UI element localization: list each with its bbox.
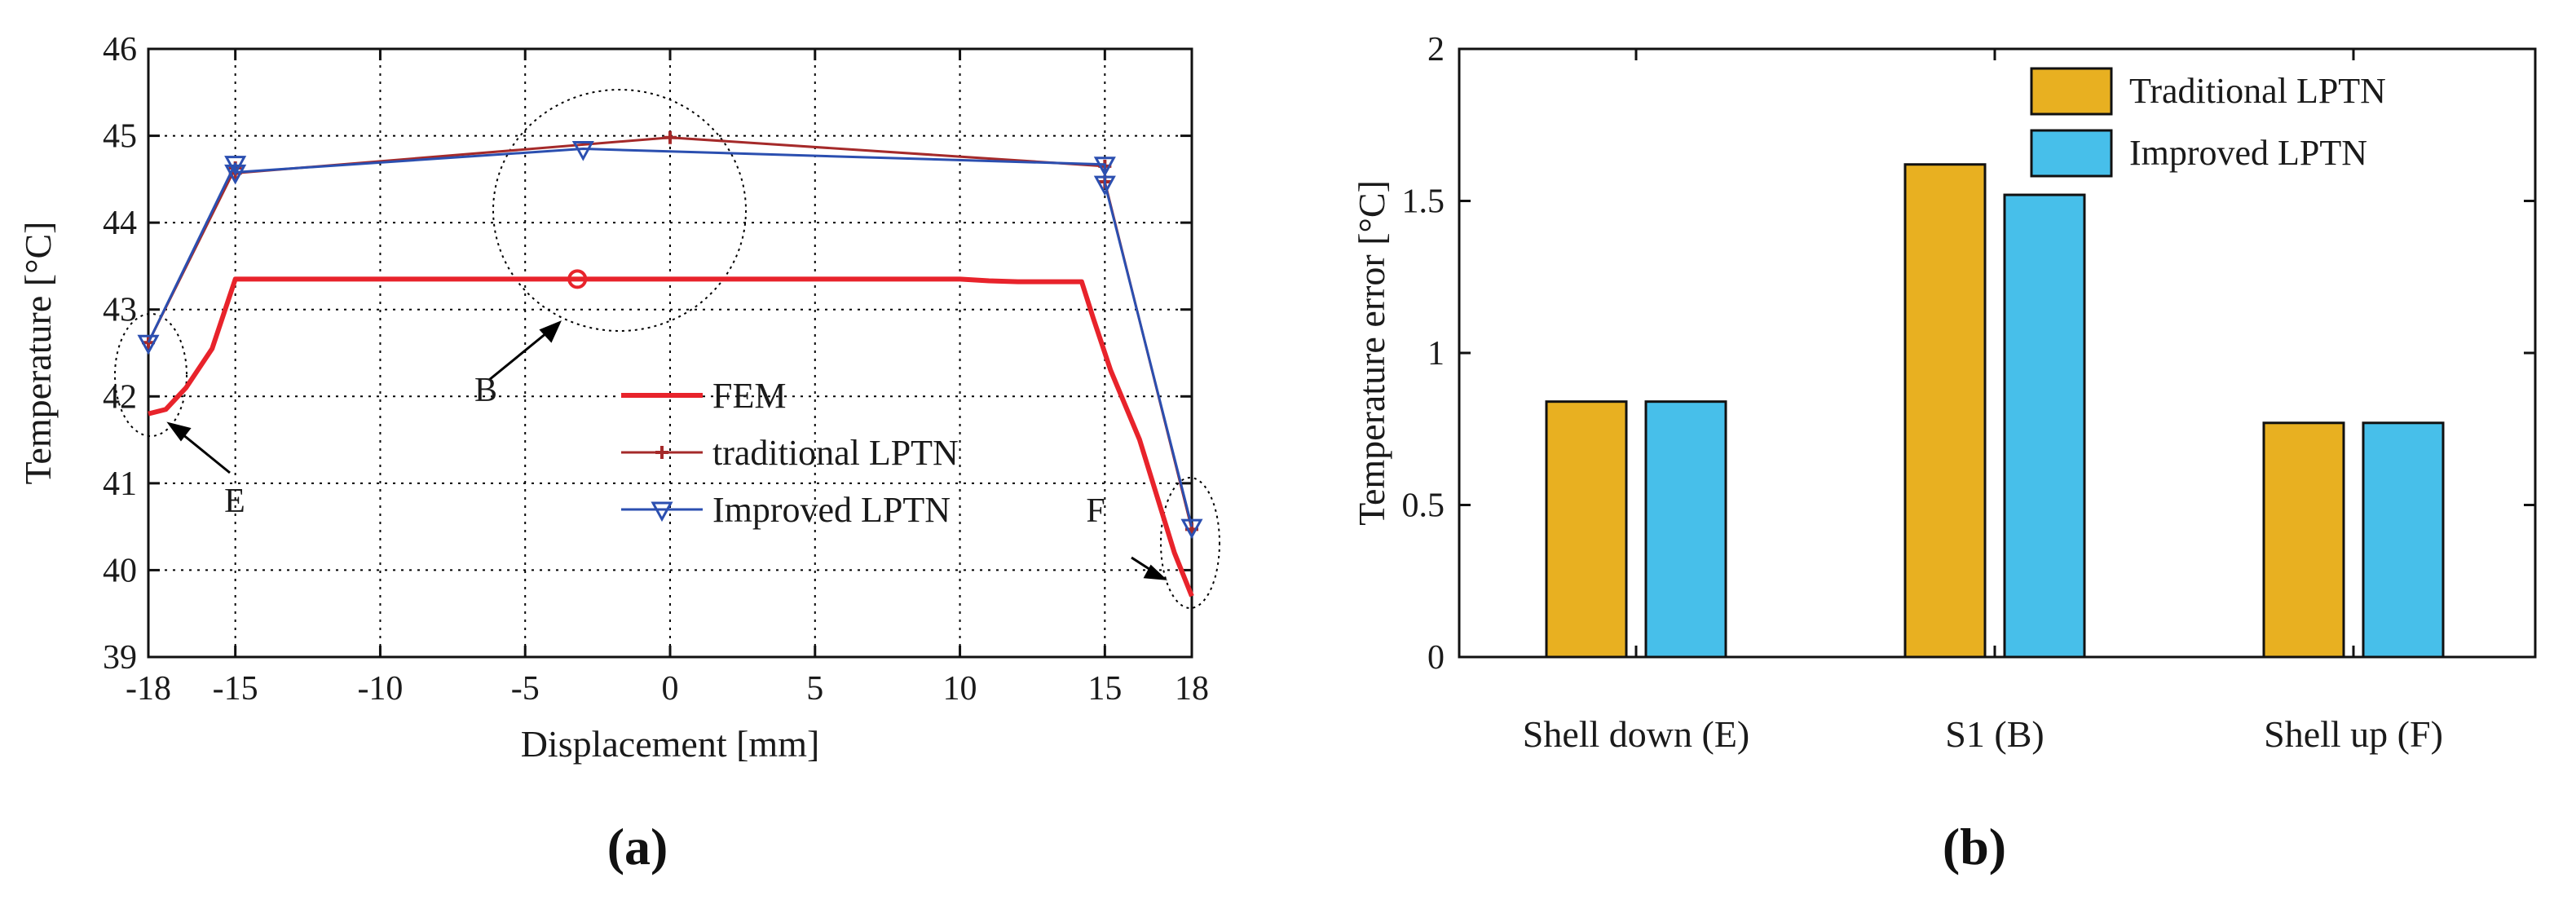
y-tick-labels: 0 0.5 1 1.5 2 — [1402, 31, 1445, 677]
tick-marks — [147, 47, 1193, 659]
data-point — [571, 141, 594, 161]
category-label: Shell up (F) — [2264, 713, 2443, 755]
data-point — [651, 501, 673, 523]
bar-chart-panel: 0 0.5 1 1.5 2 Shell down (E) S1 (B) Shell up (… — [1351, 31, 2537, 875]
legend-label: FEM — [712, 376, 786, 416]
data-point — [1093, 157, 1116, 177]
category-labels: Shell down (E) S1 (B) Shell up (F) — [1523, 713, 2443, 755]
x-tick-label: 0 — [662, 670, 679, 708]
data-point — [137, 334, 160, 355]
y-tick-label: 39 — [103, 639, 137, 677]
bar — [1644, 400, 1727, 659]
data-point — [664, 130, 677, 144]
series-lines — [137, 130, 1203, 598]
annotation-label-f: F — [1086, 492, 1105, 530]
annotation-label-b: B — [474, 372, 497, 409]
bar — [1903, 163, 1987, 659]
y-tick-label: 0 — [1427, 639, 1445, 677]
y-axis-label: Temperature error [°C] — [1351, 180, 1392, 526]
y-tick-label: 44 — [103, 205, 137, 242]
panel-label-b: (b) — [1943, 818, 2006, 875]
arrow-b — [488, 328, 552, 381]
legend: FEM traditional LPTN Improved LPTN — [621, 376, 959, 530]
bars — [1545, 163, 2445, 659]
legend-swatch — [2030, 67, 2113, 116]
series-line — [147, 148, 1193, 527]
x-tick-label: -10 — [357, 670, 403, 708]
arrowhead-b — [539, 320, 562, 343]
y-tick-label: 40 — [103, 552, 137, 589]
legend-label: Traditional LPTN — [2129, 71, 2386, 111]
data-point — [655, 446, 668, 459]
legend-label: traditional LPTN — [712, 433, 959, 473]
x-tick-label: 5 — [806, 670, 823, 708]
y-tick-label: 46 — [103, 31, 137, 68]
x-tick-labels: -18 -15 -10 -5 0 5 10 15 18 — [126, 670, 1209, 708]
x-tick-label: -5 — [511, 670, 540, 708]
bar — [1545, 400, 1628, 659]
bar — [2262, 421, 2345, 659]
annotation-arrows — [166, 320, 1168, 580]
x-tick-label: -18 — [126, 670, 171, 708]
legend-swatch — [2030, 129, 2113, 178]
category-label: Shell down (E) — [1523, 713, 1750, 755]
x-tick-label: 10 — [943, 670, 977, 708]
data-point — [567, 269, 588, 289]
y-tick-label: 1.5 — [1402, 183, 1445, 221]
annotation-circle-b — [492, 89, 747, 332]
annotation-label-e: E — [224, 483, 245, 520]
legend: Traditional LPTN Improved LPTN — [2030, 67, 2386, 178]
y-tick-label: 0.5 — [1402, 487, 1445, 525]
legend-label: Improved LPTN — [2129, 133, 2367, 173]
x-tick-label: 18 — [1175, 670, 1209, 708]
category-label: S1 (B) — [1945, 713, 2044, 755]
data-point — [1180, 518, 1203, 540]
y-tick-label: 45 — [103, 118, 137, 156]
arrow-e — [177, 429, 231, 474]
bar — [2003, 193, 2086, 659]
y-axis-label: Temperature [°C] — [17, 222, 59, 485]
panel-label-a: (a) — [607, 818, 668, 875]
annotation-circle-f — [1160, 477, 1220, 609]
arrowhead-e — [166, 421, 192, 442]
annotation-circle-e — [114, 313, 187, 437]
y-tick-label: 42 — [103, 378, 137, 416]
tick-marks — [1459, 47, 2535, 659]
data-point — [1093, 175, 1116, 196]
bar — [2362, 421, 2445, 659]
y-tick-label: 2 — [1427, 31, 1445, 68]
x-axis-label: Displacement [mm] — [521, 723, 820, 765]
x-tick-label: 15 — [1087, 670, 1122, 708]
data-point — [224, 164, 247, 185]
arrowhead-f — [1143, 564, 1168, 580]
x-tick-label: -15 — [213, 670, 258, 708]
legend-label: Improved LPTN — [712, 490, 951, 530]
series-line — [148, 276, 1194, 598]
y-tick-label: 1 — [1427, 335, 1445, 373]
y-tick-label: 41 — [103, 465, 137, 503]
